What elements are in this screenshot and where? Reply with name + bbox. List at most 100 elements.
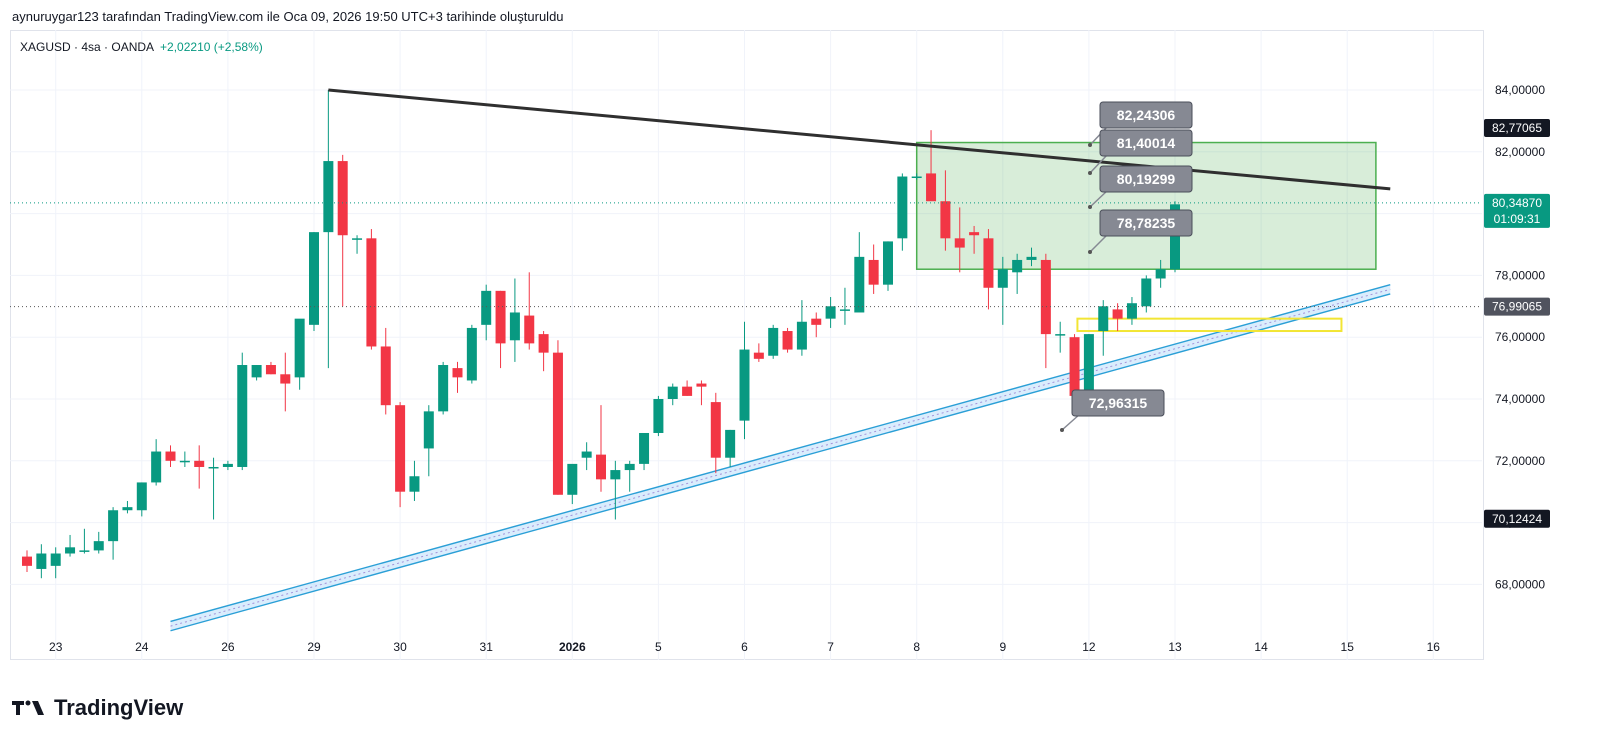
x-axis: 23 24 26 29 30 31 2026 5 6 7 8 9 12 13 14 15 16 xyxy=(49,640,1440,654)
chart-credit: aynuruygar123 tarafından TradingView.com… xyxy=(12,9,564,24)
candle xyxy=(136,482,147,517)
callout-box xyxy=(1071,389,1165,417)
callout-pointer xyxy=(1089,153,1109,174)
candle xyxy=(208,457,219,520)
x-tick-label: 8 xyxy=(913,640,920,654)
candle-body xyxy=(682,386,693,396)
candle-body xyxy=(136,482,147,511)
candle-body xyxy=(1155,269,1166,279)
candle xyxy=(581,442,592,471)
axis-price-value: 70,12424 xyxy=(1492,512,1542,526)
candle xyxy=(1040,253,1051,369)
candle-body xyxy=(280,374,291,384)
candle xyxy=(79,528,90,554)
callout-value: 78,78235 xyxy=(1117,215,1176,231)
candle xyxy=(883,241,893,291)
candle xyxy=(1155,259,1166,288)
x-tick-label: 2026 xyxy=(559,640,586,654)
y-tick-label: 76,00000 xyxy=(1495,330,1545,344)
candle xyxy=(552,340,563,495)
callout-anchor xyxy=(1088,250,1092,254)
candle xyxy=(825,297,836,328)
candle-body xyxy=(567,463,578,495)
candle xyxy=(265,361,276,375)
candle xyxy=(237,352,248,471)
price-callout: 80,19299 xyxy=(1088,165,1193,209)
candle xyxy=(337,154,348,307)
candle xyxy=(682,380,693,396)
x-tick-label: 15 xyxy=(1341,640,1355,654)
axis-price-label: 76,99065 xyxy=(1484,297,1550,316)
candle-body xyxy=(237,365,248,467)
candle-body xyxy=(581,451,592,458)
candle xyxy=(36,544,47,579)
trendline xyxy=(328,88,1391,191)
candle-body xyxy=(65,547,76,554)
candle xyxy=(969,225,980,254)
candle xyxy=(108,507,119,560)
callout-anchor xyxy=(1088,171,1092,175)
candle-body xyxy=(897,176,908,239)
y-tick-label: 68,00000 xyxy=(1495,577,1545,591)
candle xyxy=(452,361,463,393)
candle xyxy=(567,463,578,505)
brand-name: TradingView xyxy=(54,695,184,720)
x-tick-label: 29 xyxy=(307,640,321,654)
candle-body xyxy=(309,232,319,325)
callout-value: 81,40014 xyxy=(1117,135,1176,151)
candle xyxy=(610,460,621,520)
candle-body xyxy=(1026,256,1037,260)
candle xyxy=(50,547,61,579)
callout-value: 80,19299 xyxy=(1117,171,1176,187)
candle-body xyxy=(452,368,463,378)
x-tick-label: 7 xyxy=(827,640,834,654)
candle xyxy=(624,460,635,492)
candle xyxy=(725,429,736,467)
candle-body xyxy=(222,463,233,467)
candle xyxy=(639,432,650,471)
x-tick-label: 30 xyxy=(393,640,407,654)
candle-body xyxy=(954,238,965,248)
y-tick-label: 84,00000 xyxy=(1495,83,1545,97)
x-tick-label: 9 xyxy=(999,640,1006,654)
x-tick-label: 14 xyxy=(1254,640,1268,654)
candle xyxy=(352,235,363,254)
candle xyxy=(122,500,133,514)
callout-box xyxy=(1099,209,1193,237)
candle xyxy=(753,343,764,362)
candle xyxy=(165,445,176,467)
callout-anchor xyxy=(1088,143,1092,147)
candle-body xyxy=(911,176,922,179)
x-tick-label: 23 xyxy=(49,640,63,654)
candle xyxy=(839,287,850,325)
candle xyxy=(380,327,391,415)
candle-body xyxy=(725,429,736,458)
brand[interactable]: TradingView xyxy=(12,695,183,721)
candle-body xyxy=(36,553,47,569)
candle xyxy=(323,90,334,369)
price-callout: 72,96315 xyxy=(1060,389,1165,432)
candle xyxy=(1098,300,1109,356)
candle-body xyxy=(1126,303,1137,319)
candle xyxy=(409,460,420,501)
candle xyxy=(1012,253,1023,294)
candle-body xyxy=(710,402,721,458)
candle-body xyxy=(380,346,391,406)
candle xyxy=(768,324,779,359)
callouts: 82,24306 81,40014 80,19299 78,78235 72,96315 xyxy=(1060,101,1193,432)
candle xyxy=(854,232,865,313)
candle xyxy=(423,405,434,477)
candle-body xyxy=(610,470,621,480)
axis-price-box xyxy=(1484,193,1550,228)
candle-body xyxy=(438,365,449,412)
candle-body xyxy=(940,201,951,239)
candle-body xyxy=(796,321,807,350)
y-tick-label: 82,00000 xyxy=(1495,145,1545,159)
change-label: +2,02210 (+2,58%) xyxy=(160,40,263,54)
candle xyxy=(309,232,319,332)
callout-anchor xyxy=(1060,428,1064,432)
candle-body xyxy=(596,454,606,480)
price-lines xyxy=(10,202,1482,308)
yellow-zone xyxy=(1076,317,1343,333)
